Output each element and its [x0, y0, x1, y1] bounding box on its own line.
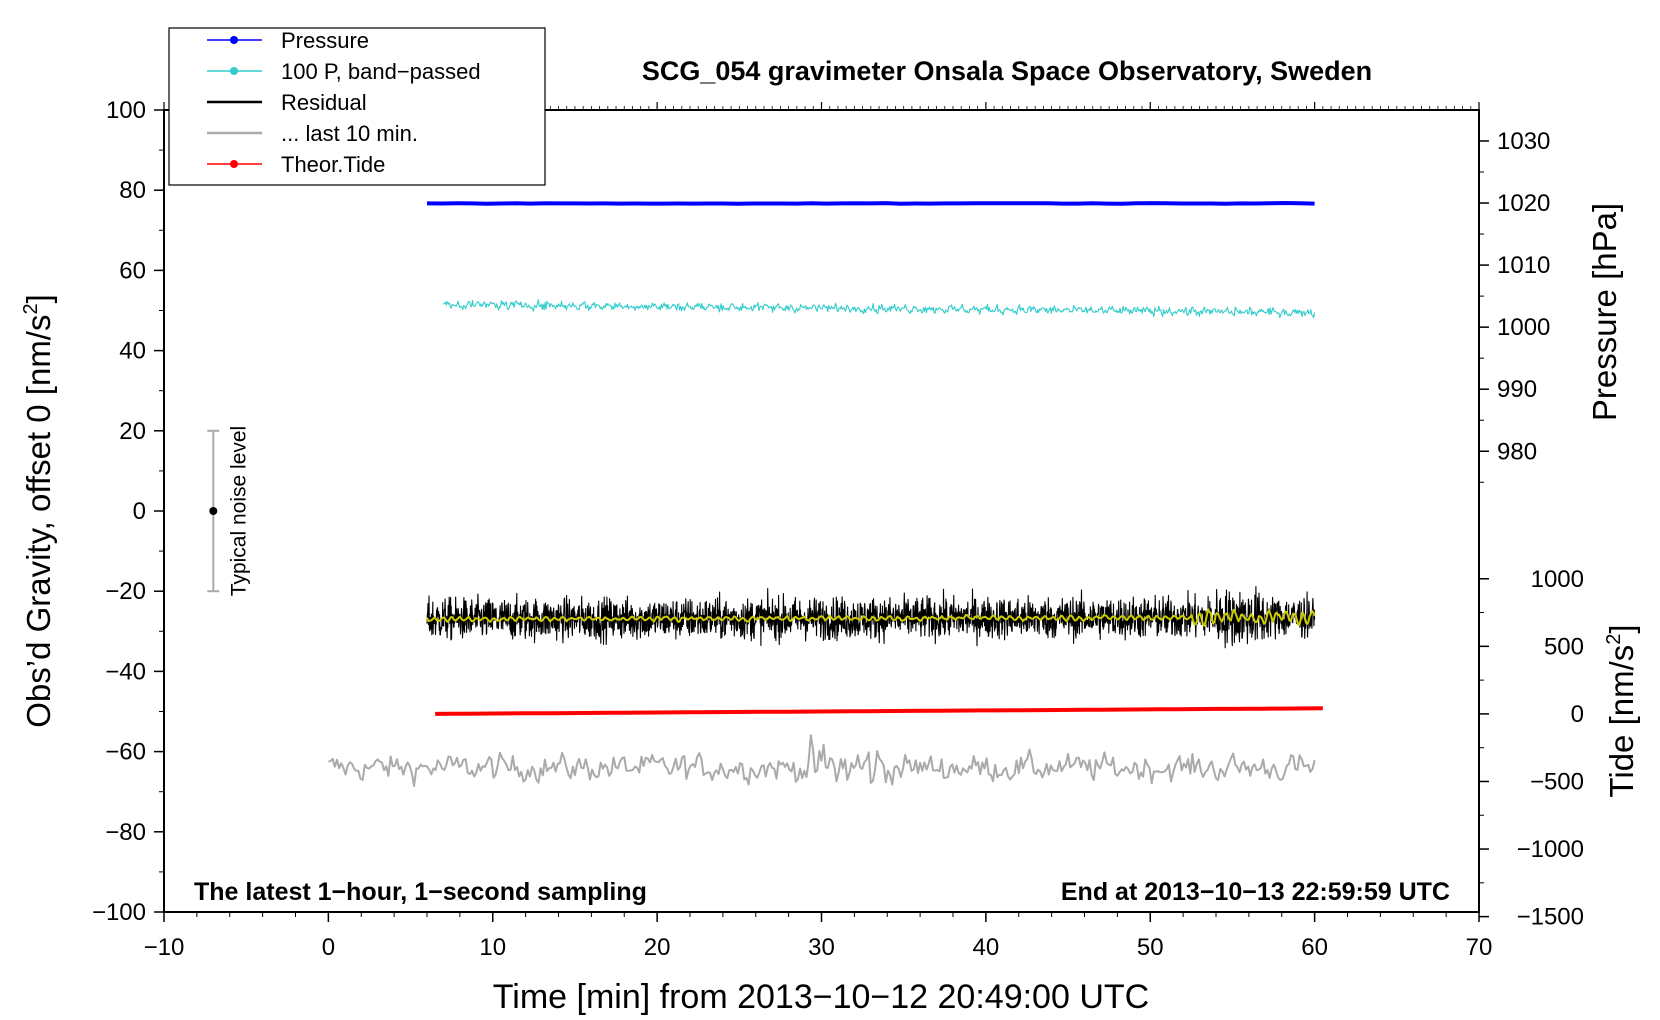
legend-marker: [230, 67, 238, 75]
legend-marker: [230, 160, 238, 168]
legend: Pressure 100 P, band−passed Residual ... la…: [168, 27, 546, 186]
pressure-tick-label: 1030: [1497, 128, 1550, 155]
x-axis-label: Time [min] from 2013−10−12 20:49:00 UTC: [493, 978, 1149, 1016]
tide-tick-label: −1500: [1517, 904, 1584, 931]
series-line: [426, 608, 1316, 627]
y-tick-label: −40: [105, 658, 146, 685]
pressure-tick-label: 1000: [1497, 314, 1550, 341]
tide-axis-label-tail: ]: [1603, 624, 1640, 633]
annotation-sampling: The latest 1−hour, 1−second sampling: [194, 878, 647, 906]
noise-level-indicator: Typical noise level: [207, 426, 250, 596]
tide-tick-label: −1000: [1517, 836, 1584, 863]
tide-axis-label-sup: 2: [1603, 634, 1625, 645]
y-tick-label: 100: [106, 97, 146, 124]
x-axis: −10 0 10 20 30 40 50 60 70: [144, 102, 1493, 961]
tide-axis: −1500 −1000 −500 0 500 1000: [1479, 566, 1584, 931]
y-tick-label: 20: [119, 418, 146, 445]
pressure-axis-label: Pressure [hPa]: [1586, 203, 1623, 421]
tide-tick-label: 500: [1544, 633, 1584, 660]
tide-axis-label: Tide [nm/s2]: [1603, 624, 1640, 797]
pressure-tick-label: 980: [1497, 438, 1537, 465]
series-line: [328, 734, 1316, 787]
tide-tick-label: 0: [1571, 701, 1584, 728]
x-tick-label: 10: [479, 934, 506, 961]
noise-center-dot: [209, 507, 218, 515]
y-tick-label: −60: [105, 739, 146, 766]
legend-marker: [230, 36, 238, 44]
y-tick-label: 60: [119, 257, 146, 284]
y-tick-label: −80: [105, 819, 146, 846]
y-axis-label-tail: ]: [20, 294, 57, 303]
series-line: [443, 299, 1316, 319]
legend-label: ... last 10 min.: [281, 121, 418, 146]
chart-title: SCG_054 gravimeter Onsala Space Observat…: [642, 56, 1372, 86]
legend-label: Theor.Tide: [281, 152, 385, 177]
series-layer: [328, 201, 1323, 787]
legend-label: Residual: [281, 90, 367, 115]
x-tick-label: 70: [1466, 934, 1493, 961]
x-tick-label: −10: [144, 934, 185, 961]
series-line: [426, 586, 1316, 649]
series-line: [435, 706, 1323, 716]
y-tick-label: 80: [119, 177, 146, 204]
y-axis-label-sup: 2: [20, 303, 42, 314]
plot-frame: [163, 109, 1480, 913]
legend-label: Pressure: [281, 28, 369, 53]
tide-tick-label: 1000: [1531, 566, 1584, 593]
pressure-tick-label: 1010: [1497, 252, 1550, 279]
pressure-tick-label: 990: [1497, 376, 1537, 403]
legend-box: [168, 27, 546, 186]
y-tick-label: 40: [119, 338, 146, 365]
y-axis-label: Obs’d Gravity, offset 0 [nm/s2]: [20, 294, 57, 728]
x-tick-label: 50: [1137, 934, 1164, 961]
legend-label: 100 P, band−passed: [281, 59, 481, 84]
noise-label: Typical noise level: [227, 426, 250, 596]
tide-axis-label-main: Tide [nm/s: [1603, 645, 1640, 798]
x-tick-label: 30: [808, 934, 835, 961]
series-line: [426, 201, 1315, 206]
y-axis: −100 −80 −60 −40 −20 0 20 40 60 80 100: [92, 97, 164, 926]
y-tick-label: −100: [92, 899, 146, 926]
y-tick-label: −20: [105, 578, 146, 605]
annotation-end-time: End at 2013−10−13 22:59:59 UTC: [1061, 878, 1450, 906]
x-tick-label: 40: [973, 934, 1000, 961]
pressure-axis: 980 990 1000 1010 1020 1030: [1479, 128, 1550, 483]
x-tick-label: 0: [322, 934, 335, 961]
y-tick-label: 0: [133, 498, 146, 525]
tide-tick-label: −500: [1530, 768, 1584, 795]
x-tick-label: 60: [1301, 934, 1328, 961]
x-tick-label: 20: [644, 934, 671, 961]
pressure-tick-label: 1020: [1497, 190, 1550, 217]
y-axis-label-main: Obs’d Gravity, offset 0 [nm/s: [20, 315, 57, 728]
